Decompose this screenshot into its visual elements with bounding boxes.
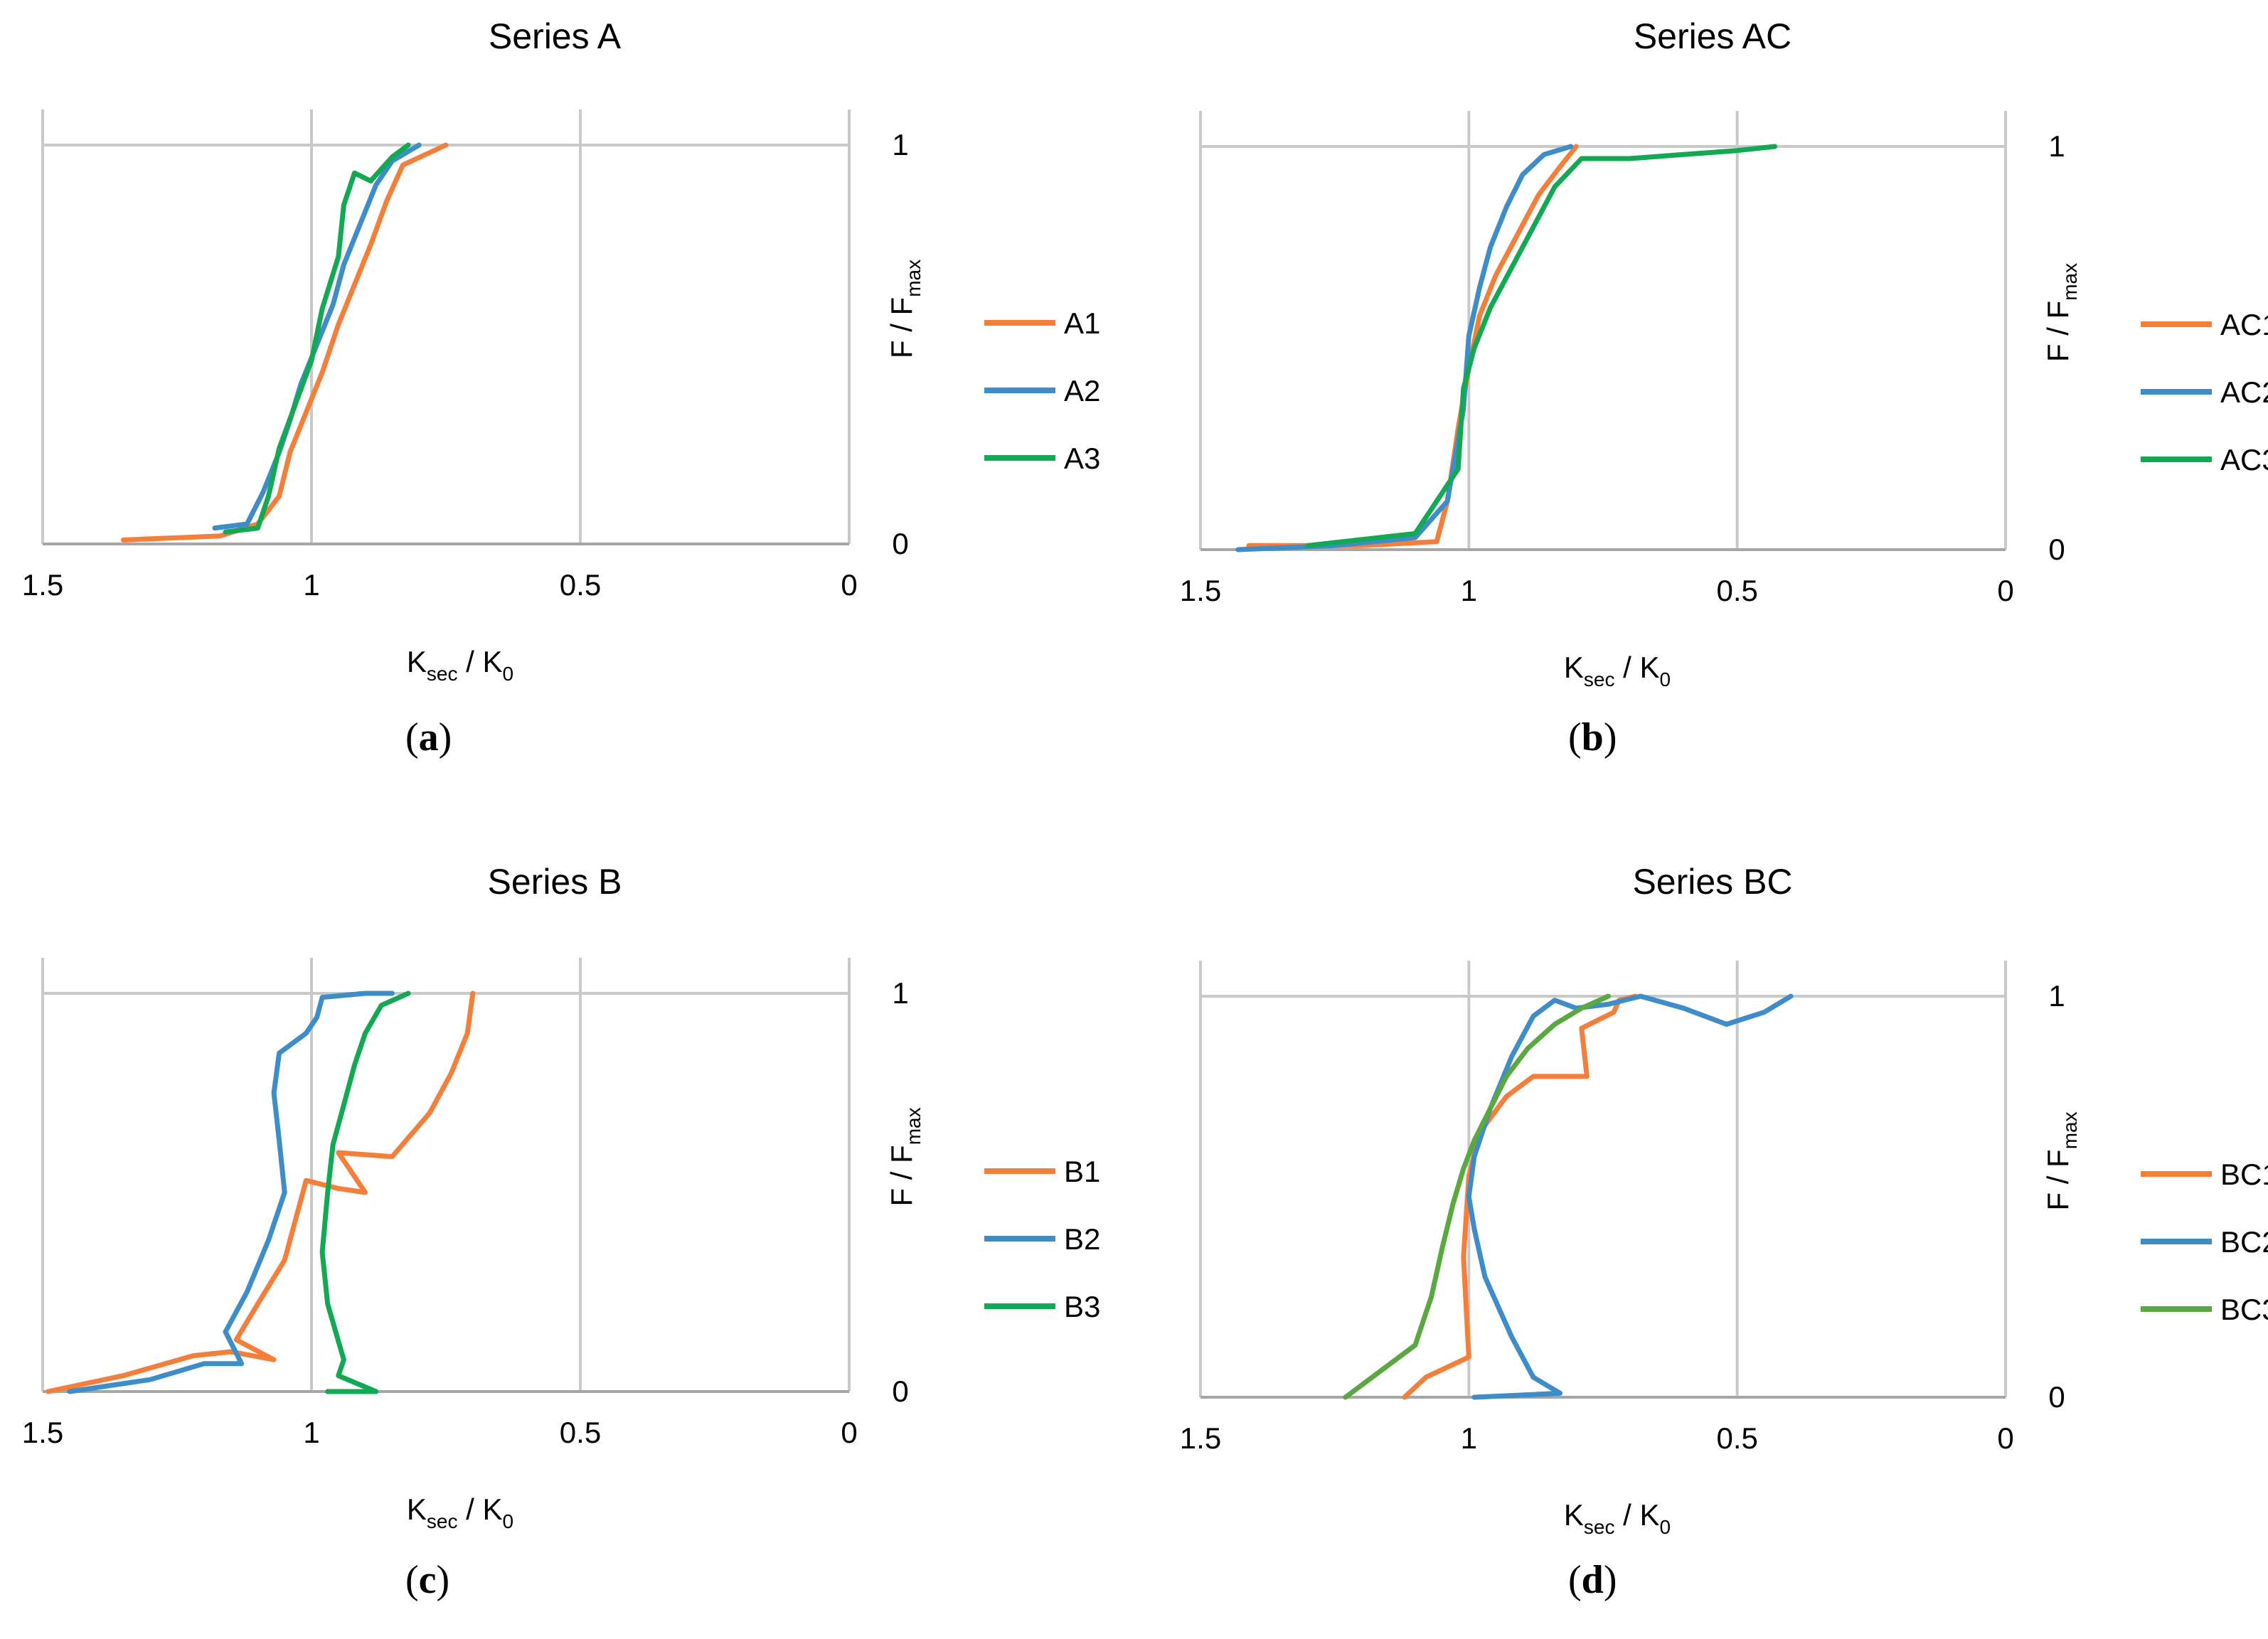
y-axis-label: F / Fmax xyxy=(2041,263,2081,362)
series-line-ac1 xyxy=(1246,144,1579,548)
caption-d: (d) xyxy=(1568,1558,1617,1602)
x-axis-label: Ksec / K0 xyxy=(1564,1498,1671,1538)
series-line-bc3 xyxy=(1343,993,1611,1400)
y-axis-label: F / Fmax xyxy=(2041,1111,2081,1210)
x-tick-label: 1.5 xyxy=(22,568,63,602)
y-axis-label: F / Fmax xyxy=(885,260,925,358)
y-tick-label: 0 xyxy=(2048,1380,2065,1414)
x-tick-label: 1.5 xyxy=(1180,574,1221,607)
x-tick-label: 0.5 xyxy=(1716,1421,1757,1455)
legend-label-bc3: BC3 xyxy=(2220,1293,2268,1326)
y-tick-label: 1 xyxy=(2048,979,2065,1013)
y-tick-label: 0 xyxy=(892,527,908,560)
panel-b: Series AC 1.5 1 0.5 0 0 1 Ksec / K0 F / Fmax AC1 A… xyxy=(1180,16,2268,690)
legend-label-bc2: BC2 xyxy=(2220,1225,2268,1259)
x-axis-label: Ksec / K0 xyxy=(407,1493,513,1532)
x-axis-label: Ksec / K0 xyxy=(1564,651,1671,690)
chart-title: Series A xyxy=(489,16,622,56)
x-tick-label: 0 xyxy=(841,568,857,602)
panel-d: Series BC 1.5 1 0.5 0 0 1 Ksec / K0 F / Fmax BC1 B… xyxy=(1180,862,2268,1538)
legend-label-ac2: AC2 xyxy=(2220,375,2268,409)
x-axis-label: Ksec / K0 xyxy=(407,645,513,685)
series-line-a1 xyxy=(120,142,449,543)
series-line-bc1 xyxy=(1402,993,1638,1400)
legend-label-a3: A3 xyxy=(1064,442,1100,475)
x-tick-label: 1 xyxy=(1461,1421,1477,1455)
x-tick-label: 1 xyxy=(303,568,319,602)
x-tick-label: 0.5 xyxy=(1716,574,1757,607)
series-line-a3 xyxy=(223,142,411,535)
x-tick-label: 0 xyxy=(1997,574,2013,607)
x-tick-label: 1 xyxy=(1461,574,1477,607)
caption-b: (b) xyxy=(1568,715,1617,759)
x-tick-label: 0.5 xyxy=(560,1416,601,1449)
y-tick-label: 0 xyxy=(2048,533,2065,566)
y-tick-label: 1 xyxy=(892,976,908,1010)
legend-label-b3: B3 xyxy=(1064,1290,1100,1323)
series-line-b2 xyxy=(67,991,395,1394)
x-tick-label: 1.5 xyxy=(1180,1421,1221,1455)
x-tick-label: 1 xyxy=(303,1416,319,1449)
y-tick-label: 1 xyxy=(892,128,908,161)
legend-label-b2: B2 xyxy=(1064,1222,1100,1256)
panel-c: Series B 1.5 1 0.5 0 0 1 Ksec / K0 F / Fmax B1 B2 B… xyxy=(22,862,1101,1532)
chart-title: Series AC xyxy=(1634,16,1791,56)
series-line-ac2 xyxy=(1235,144,1574,552)
caption-c: (c) xyxy=(405,1558,450,1602)
y-axis-label: F / Fmax xyxy=(885,1107,925,1206)
x-tick-label: 0 xyxy=(841,1416,857,1449)
series-line-b1 xyxy=(46,991,476,1394)
legend-label-a1: A1 xyxy=(1064,306,1100,340)
series-line-ac3 xyxy=(1305,144,1777,548)
legend-label-bc1: BC1 xyxy=(2220,1158,2268,1191)
x-tick-label: 0 xyxy=(1997,1421,2013,1455)
chart-title: Series BC xyxy=(1632,862,1792,902)
legend-label-a2: A2 xyxy=(1064,374,1100,407)
caption-a: (a) xyxy=(405,715,452,759)
chart-title: Series B xyxy=(488,862,622,902)
x-tick-label: 1.5 xyxy=(22,1416,63,1449)
x-tick-label: 0.5 xyxy=(560,568,601,602)
panel-a: Series A 1.5 1 0.5 0 0 1 Ksec / K0 F / Fmax A1 A2 A… xyxy=(22,16,1101,685)
y-tick-label: 0 xyxy=(892,1374,908,1408)
series-line-b3 xyxy=(319,991,411,1394)
series-line-bc2 xyxy=(1466,993,1794,1400)
y-tick-label: 1 xyxy=(2048,129,2065,163)
legend-label-ac3: AC3 xyxy=(2220,443,2268,476)
legend-label-b1: B1 xyxy=(1064,1155,1100,1188)
legend-label-ac1: AC1 xyxy=(2220,308,2268,341)
